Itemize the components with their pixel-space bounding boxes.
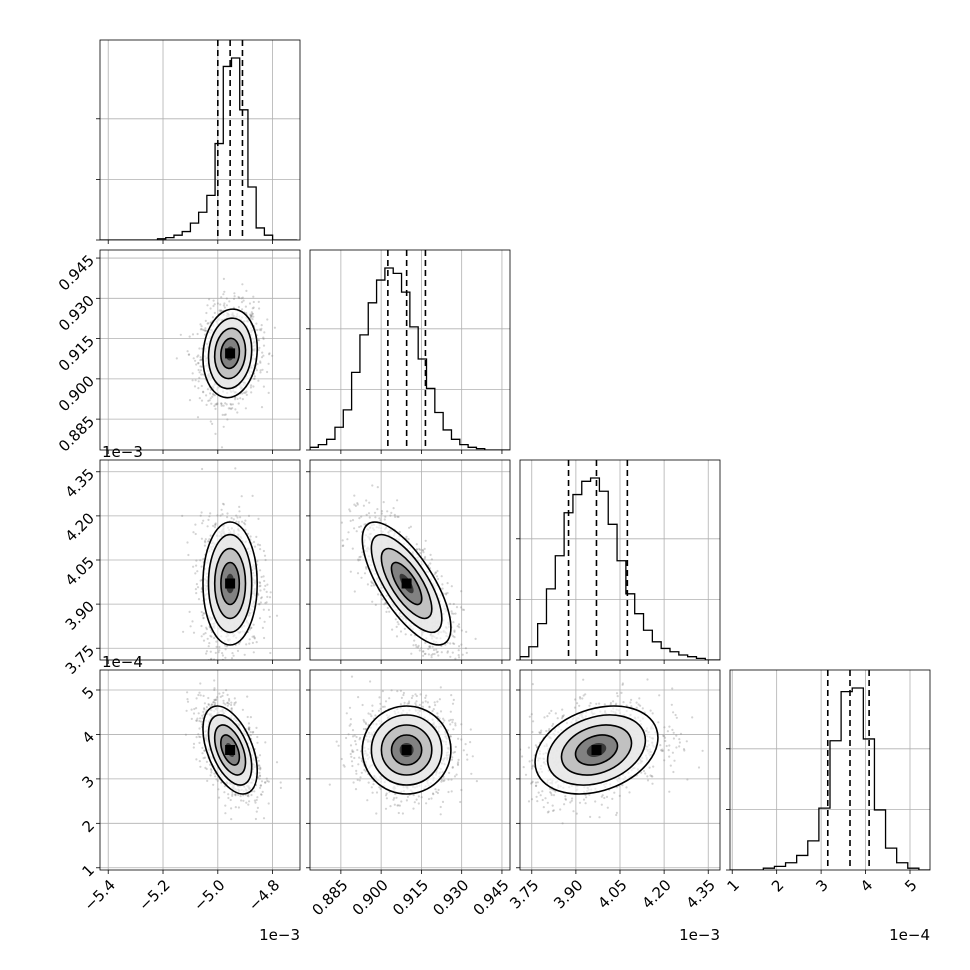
density-peak bbox=[401, 745, 412, 755]
x-tick-label: 0.915 bbox=[389, 876, 432, 919]
density-peak bbox=[401, 578, 412, 589]
y-tick-label: 0.945 bbox=[55, 251, 98, 294]
y-tick-label: 0.885 bbox=[55, 412, 98, 455]
density-peak bbox=[591, 745, 602, 755]
histogram-step-2 bbox=[520, 477, 720, 660]
x-tick-label: 0.900 bbox=[349, 876, 392, 919]
scatter-panel-3-1 bbox=[306, 669, 511, 874]
scatter-panel-3-0 bbox=[96, 669, 301, 874]
x-tick-label: 3 bbox=[812, 876, 831, 895]
x-tick-label: 4.05 bbox=[594, 876, 630, 912]
y-tick-label: 1 bbox=[79, 861, 98, 880]
x-tick-label: 0.930 bbox=[429, 876, 472, 919]
axes-frame bbox=[729, 669, 931, 871]
axes-frame bbox=[99, 249, 301, 451]
y-tick-label: 0.930 bbox=[55, 292, 98, 335]
scatter-panel-1-0 bbox=[96, 249, 301, 454]
x-offset-label: 1e−3 bbox=[679, 926, 720, 944]
axes-frame bbox=[309, 249, 511, 451]
hist-panel-1 bbox=[306, 249, 511, 454]
y-tick-label: 4.35 bbox=[62, 465, 98, 501]
density-peak bbox=[225, 348, 236, 359]
y-tick-label: 4.05 bbox=[62, 553, 98, 589]
scatter-panel-3-2 bbox=[516, 669, 721, 874]
x-tick-label: 2 bbox=[768, 876, 787, 895]
y-offset-label: 1e−4 bbox=[102, 653, 143, 671]
x-tick-label: 3.75 bbox=[506, 876, 542, 912]
histogram-step-3 bbox=[730, 687, 930, 870]
hist-panel-2 bbox=[516, 459, 721, 664]
axes-frame bbox=[99, 669, 301, 871]
density-peak bbox=[225, 578, 236, 589]
hist-panel-0 bbox=[96, 39, 301, 244]
y-tick-label: 3 bbox=[79, 772, 98, 791]
y-tick-label: 0.915 bbox=[55, 332, 98, 375]
density-peak bbox=[225, 745, 236, 755]
x-tick-label: 4.35 bbox=[683, 876, 719, 912]
y-offset-label: 1e−3 bbox=[102, 443, 143, 461]
scatter-panel-2-0 bbox=[96, 459, 301, 664]
y-tick-label: 0.900 bbox=[55, 372, 98, 415]
x-tick-label: 0.945 bbox=[470, 876, 513, 919]
y-tick-label: 2 bbox=[79, 817, 98, 836]
axes-frame bbox=[99, 39, 301, 241]
x-tick-label: 1 bbox=[723, 876, 742, 895]
y-tick-label: 5 bbox=[79, 683, 98, 702]
x-tick-label: −5.4 bbox=[80, 876, 118, 914]
x-tick-label: 0.885 bbox=[309, 876, 352, 919]
x-tick-label: 4 bbox=[857, 876, 876, 895]
x-tick-label: 4.20 bbox=[639, 876, 675, 912]
x-tick-label: −5.2 bbox=[135, 876, 173, 914]
y-tick-label: 4 bbox=[79, 728, 98, 747]
y-tick-label: 4.20 bbox=[62, 509, 98, 545]
x-tick-label: −5.0 bbox=[190, 876, 228, 914]
x-tick-label: 3.90 bbox=[550, 876, 586, 912]
x-tick-label: −4.8 bbox=[245, 876, 283, 914]
x-offset-label: 1e−3 bbox=[259, 926, 300, 944]
x-offset-label: 1e−4 bbox=[889, 926, 930, 944]
histogram-step-0 bbox=[100, 57, 298, 240]
histogram-step-1 bbox=[310, 267, 510, 450]
x-tick-label: 5 bbox=[901, 876, 920, 895]
hist-panel-3 bbox=[726, 669, 931, 874]
y-tick-label: 3.75 bbox=[62, 642, 98, 678]
scatter-panel-2-1 bbox=[306, 459, 511, 664]
y-tick-label: 3.90 bbox=[62, 597, 98, 633]
axes-frame bbox=[309, 669, 511, 871]
